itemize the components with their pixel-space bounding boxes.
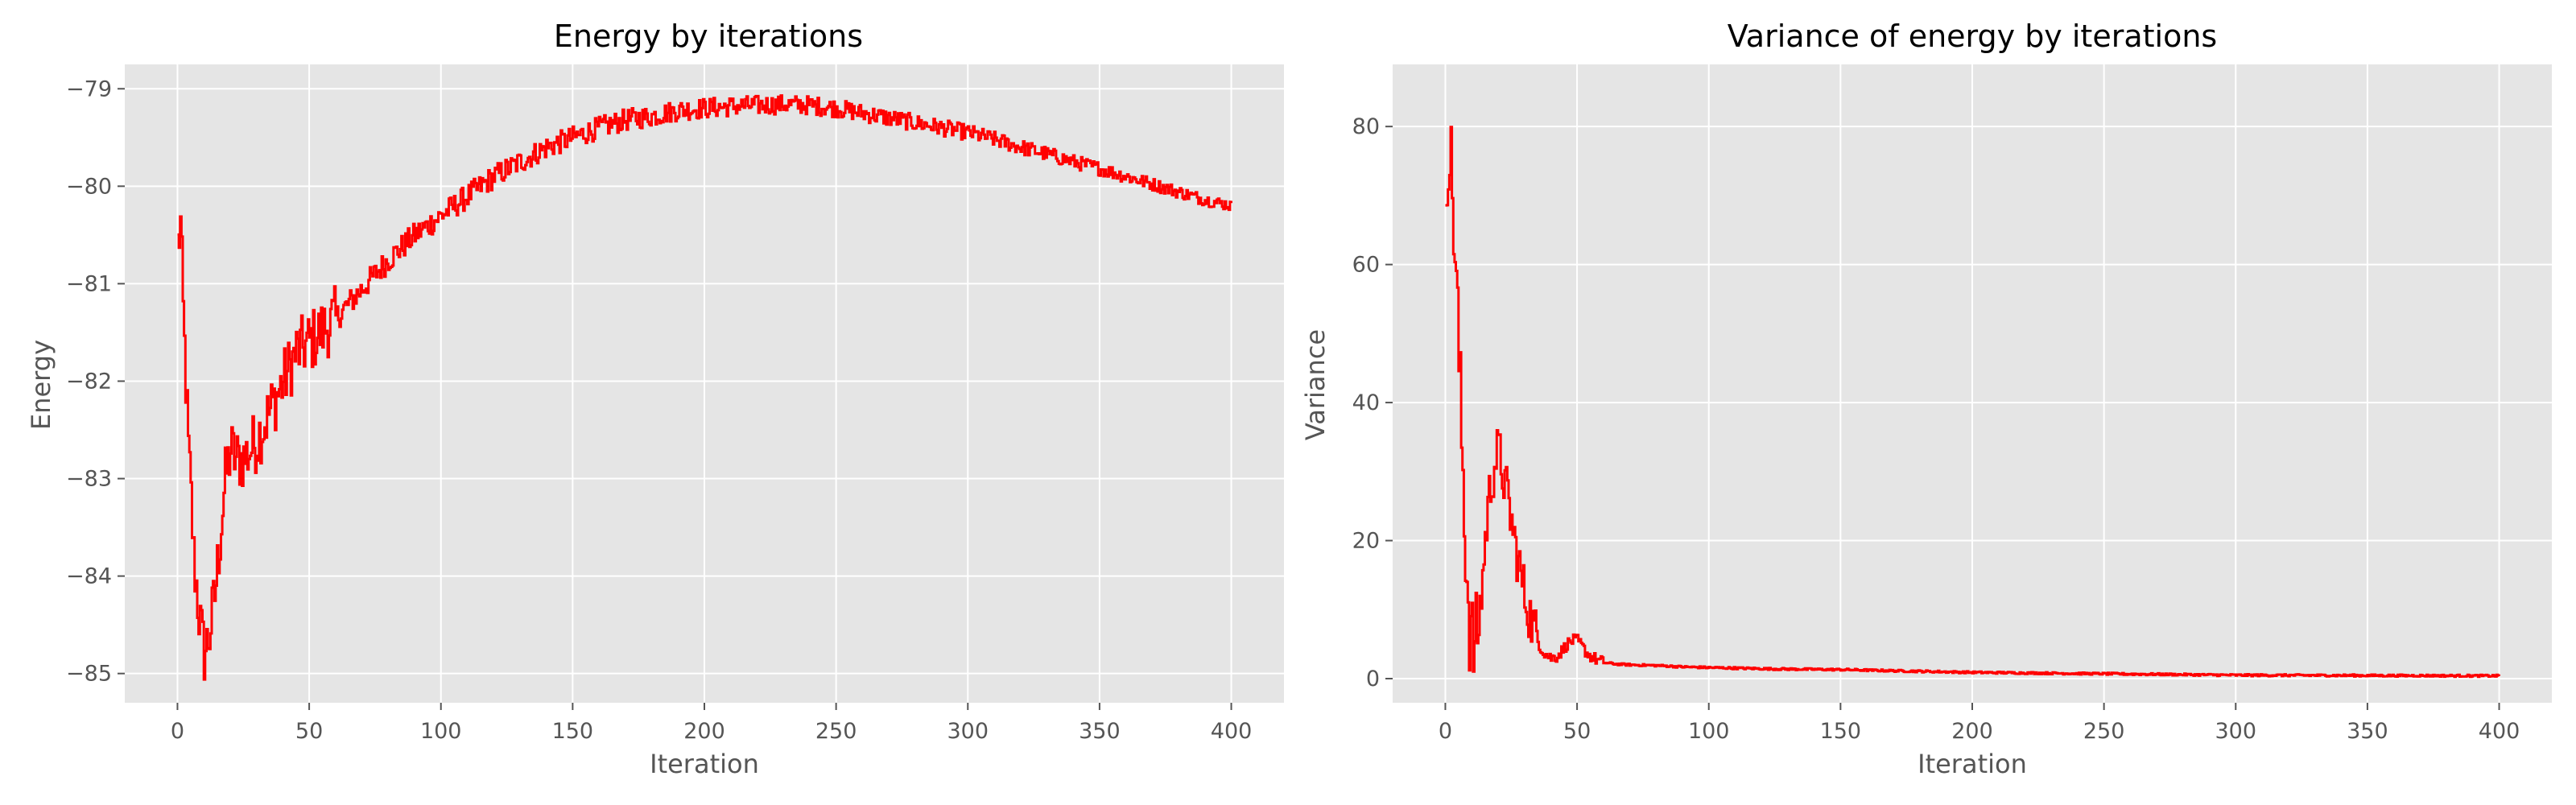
energy-xticks: 0 50 100 150 200 250 300 350 400 [171, 703, 1252, 744]
energy-y-tick-label: −82 [66, 369, 112, 394]
energy-x-tick-label: 250 [815, 719, 857, 744]
energy-grid [125, 64, 1284, 703]
variance-x-axis-label: Iteration [1918, 749, 2027, 779]
variance-series-line [1445, 126, 2500, 679]
variance-grid [1393, 64, 2552, 703]
energy-x-tick-label: 50 [295, 719, 323, 744]
variance-x-tick-label: 150 [1820, 719, 1862, 744]
variance-x-tick-label: 200 [1951, 719, 1993, 744]
variance-x-tick-label: 50 [1563, 719, 1591, 744]
variance-x-tick-label: 300 [2215, 719, 2256, 744]
variance-yticks: 0 20 40 60 80 [1352, 114, 1393, 691]
energy-x-tick-label: 200 [683, 719, 725, 744]
energy-yticks: −85 −84 −83 −82 −81 −80 −79 [66, 76, 125, 687]
energy-y-tick-label: −79 [66, 76, 112, 101]
variance-y-tick-label: 60 [1352, 253, 1380, 278]
variance-y-tick-label: 0 [1366, 667, 1380, 691]
energy-chart: Energy by iterations 0 50 100 150 200 250 300 3… [26, 19, 1284, 779]
energy-x-tick-label: 0 [171, 719, 184, 744]
variance-x-tick-label: 250 [2083, 719, 2125, 744]
energy-y-tick-label: −84 [66, 564, 112, 589]
energy-y-tick-label: −83 [66, 467, 112, 492]
energy-x-tick-label: 350 [1079, 719, 1121, 744]
variance-xticks: 0 50 100 150 200 250 300 350 400 [1439, 703, 2520, 744]
variance-x-tick-label: 350 [2347, 719, 2388, 744]
variance-x-tick-label: 0 [1439, 719, 1452, 744]
variance-chart: Variance of energy by iterations 0 50 100 1… [1300, 19, 2552, 779]
energy-y-tick-label: −81 [66, 271, 112, 296]
variance-y-tick-label: 80 [1352, 114, 1380, 139]
energy-chart-title: Energy by iterations [554, 19, 863, 54]
energy-x-tick-label: 100 [420, 719, 462, 744]
energy-y-axis-label: Energy [26, 340, 56, 430]
variance-y-axis-label: Variance [1300, 329, 1331, 440]
energy-series-line [177, 94, 1232, 681]
energy-y-tick-label: −80 [66, 174, 112, 199]
energy-x-tick-label: 300 [947, 719, 989, 744]
energy-x-axis-label: Iteration [650, 749, 759, 779]
variance-x-tick-label: 400 [2479, 719, 2520, 744]
variance-chart-title: Variance of energy by iterations [1728, 19, 2217, 54]
variance-x-tick-label: 100 [1688, 719, 1730, 744]
variance-y-tick-label: 20 [1352, 529, 1380, 554]
energy-y-tick-label: −85 [66, 662, 112, 687]
energy-x-tick-label: 150 [552, 719, 594, 744]
variance-y-tick-label: 40 [1352, 390, 1380, 415]
energy-x-tick-label: 400 [1211, 719, 1253, 744]
